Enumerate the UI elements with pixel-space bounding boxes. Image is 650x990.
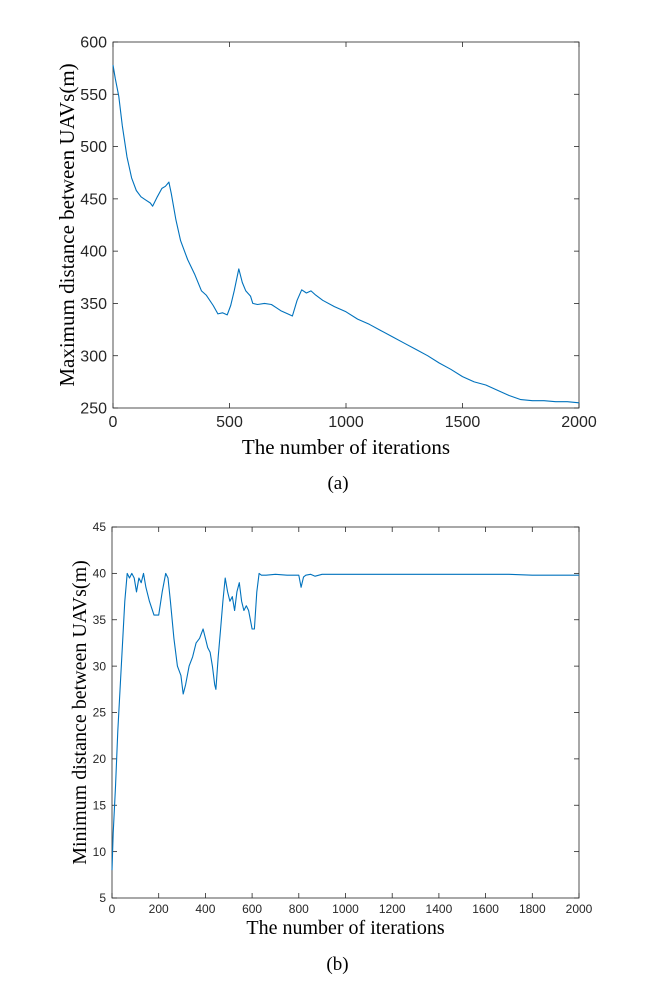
- x-tick-label: 1500: [445, 414, 481, 431]
- y-tick-label: 15: [93, 798, 107, 812]
- y-tick-label: 450: [80, 191, 107, 208]
- y-tick-label: 400: [80, 244, 107, 261]
- x-tick-label: 1200: [379, 902, 406, 916]
- y-tick-label: 250: [80, 401, 107, 418]
- x-tick-label: 1000: [328, 414, 364, 431]
- x-tick-label: 2000: [561, 414, 597, 431]
- series-line-max-distance: [112, 64, 580, 404]
- y-tick-label: 5: [99, 891, 106, 905]
- x-tick-label: 400: [195, 902, 215, 916]
- y-tick-label: 30: [93, 659, 107, 673]
- x-axis-label: The number of iterations: [246, 917, 444, 939]
- panel-caption: (b): [326, 954, 348, 975]
- x-tick-label: 600: [242, 902, 262, 916]
- y-tick-label: 40: [93, 567, 107, 581]
- y-axis-label: Minimum distance between UAVs(m): [69, 560, 91, 865]
- x-tick-label: 1400: [426, 902, 453, 916]
- y-tick-label: 20: [93, 752, 107, 766]
- panel-caption: (a): [327, 473, 348, 494]
- series-line-min-distance: [111, 572, 579, 871]
- panel-a: 0 500 1000 1500 2000 250 300 350 400 450 500 550 600…: [55, 35, 597, 494]
- plot-area: [111, 526, 580, 899]
- plot-area: [112, 41, 580, 409]
- x-tick-label: 0: [109, 902, 116, 916]
- y-tick-label: 25: [93, 706, 107, 720]
- panel-b: 0 200 400 600 800 1000 1200 1400 1600 1800 2000 5 10…: [69, 520, 593, 975]
- x-tick-label: 500: [216, 414, 243, 431]
- y-tick-label: 500: [80, 139, 107, 156]
- y-tick-label: 300: [80, 348, 107, 365]
- x-tick-label: 1600: [472, 902, 499, 916]
- x-tick-label: 1000: [332, 902, 359, 916]
- y-tick-label: 45: [93, 520, 107, 534]
- x-tick-label: 200: [149, 902, 169, 916]
- x-tick-label: 2000: [566, 902, 593, 916]
- x-tick-label: 800: [289, 902, 309, 916]
- y-axis-label: Maximum distance between UAVs(m): [55, 63, 79, 386]
- y-tick-label: 35: [93, 613, 107, 627]
- y-tick-label: 10: [93, 845, 107, 859]
- y-tick-label: 600: [80, 35, 107, 52]
- y-tick-label: 350: [80, 296, 107, 313]
- y-tick-label: 550: [80, 87, 107, 104]
- x-axis-label: The number of iterations: [242, 435, 450, 459]
- x-tick-label: 1800: [519, 902, 546, 916]
- x-tick-label: 0: [109, 414, 118, 431]
